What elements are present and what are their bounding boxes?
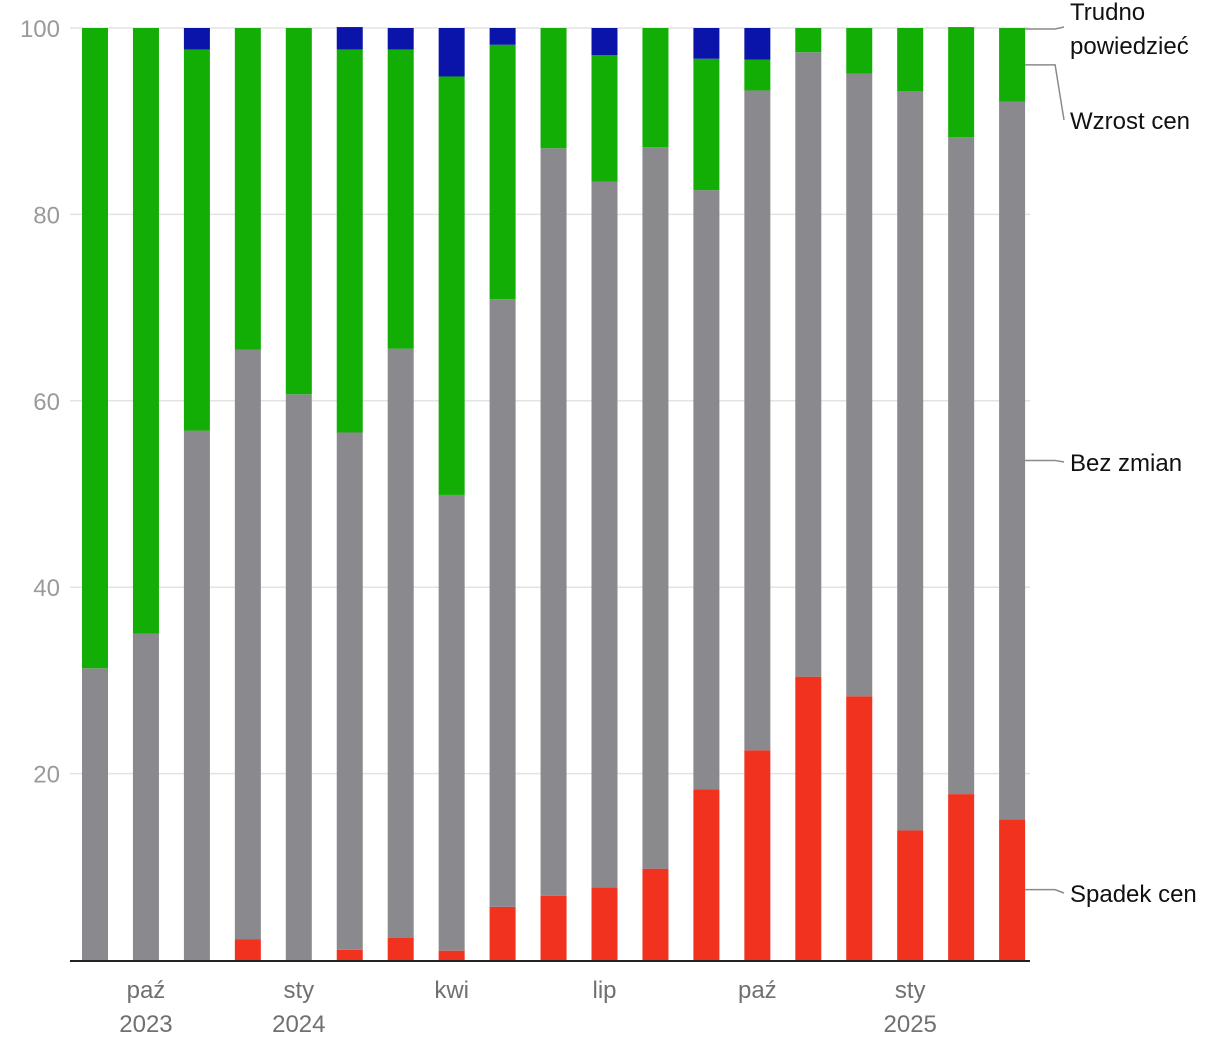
bar-segment-trudno-powiedzie <box>744 28 771 60</box>
bar-segment-trudno-powiedzie <box>387 28 414 50</box>
bar-segment-wzrost-cen <box>82 28 108 669</box>
bar-segment-wzrost-cen <box>234 28 261 350</box>
bar-segment-trudno-powiedzie <box>336 27 363 50</box>
legend-leader-line <box>1025 459 1065 463</box>
bar-segment-wzrost-cen <box>183 49 210 431</box>
x-axis-ticks: paź 2023 sty 2024 kwi lip paź sty 2025 <box>119 977 937 1038</box>
bar-segment-bez-zmian <box>234 349 261 940</box>
x-tick-label: sty <box>283 977 314 1004</box>
bar-segment-wzrost-cen <box>948 27 975 138</box>
bar-segment-bez-zmian <box>285 394 312 960</box>
bar-segment-spadek-cen <box>489 906 516 960</box>
y-tick-label: 100 <box>20 16 60 43</box>
legend-leader-line <box>1025 64 1065 121</box>
bar-segment-spadek-cen <box>846 696 873 960</box>
bar-segment-bez-zmian <box>82 668 108 960</box>
bar-segment-bez-zmian <box>489 299 516 907</box>
y-axis-ticks: 20 40 60 80 100 <box>20 16 60 789</box>
bar-segment-wzrost-cen <box>438 76 465 495</box>
bar-segment-bez-zmian <box>897 91 924 831</box>
bar-segment-wzrost-cen <box>999 28 1026 102</box>
bar-segment-bez-zmian <box>183 430 210 960</box>
bar-segment-spadek-cen <box>234 939 261 960</box>
bar-segment-bez-zmian <box>744 90 771 751</box>
y-tick-label: 60 <box>33 389 60 416</box>
bar-segment-wzrost-cen <box>285 28 312 395</box>
bar-segment-spadek-cen <box>387 937 414 960</box>
y-tick-label: 20 <box>33 762 60 789</box>
bar-segment-wzrost-cen <box>693 58 720 191</box>
y-tick-label: 80 <box>33 202 60 229</box>
bar-segment-trudno-powiedzie <box>591 28 618 56</box>
legend-label-trudno-powiedziec: Trudno <box>1070 0 1145 26</box>
y-tick-label: 40 <box>33 575 60 602</box>
bar-segment-wzrost-cen <box>744 59 771 91</box>
x-tick-label: paź <box>738 977 777 1004</box>
bar-segment-bez-zmian <box>387 348 414 938</box>
bar-segment-wzrost-cen <box>846 28 873 74</box>
bar-segment-wzrost-cen <box>540 28 567 149</box>
bar-segment-bez-zmian <box>948 137 975 795</box>
bar-segment-spadek-cen <box>438 950 465 960</box>
bar-segment-bez-zmian <box>336 432 363 950</box>
bar-segment-wzrost-cen <box>795 28 822 53</box>
bar-segment-spadek-cen <box>948 794 975 960</box>
x-tick-year-label: 2023 <box>119 1011 172 1038</box>
bars <box>82 27 1026 960</box>
legend: Spadek cen Bez zmian Wzrost cen Trudno powie… <box>1025 0 1197 908</box>
bar-segment-spadek-cen <box>642 868 669 960</box>
legend-leader-line <box>1025 888 1065 894</box>
x-tick-year-label: 2024 <box>272 1011 325 1038</box>
bar-segment-bez-zmian <box>693 190 720 790</box>
bar-segment-bez-zmian <box>795 52 822 677</box>
bar-segment-wzrost-cen <box>336 49 363 433</box>
bar-segment-spadek-cen <box>336 949 363 960</box>
bar-segment-trudno-powiedzie <box>693 28 720 59</box>
bar-segment-spadek-cen <box>744 750 771 960</box>
bar-segment-bez-zmian <box>132 633 159 960</box>
legend-label-trudno-powiedziec: powiedzieć <box>1070 33 1189 60</box>
legend-label-bez-zmian: Bez zmian <box>1070 450 1182 477</box>
bar-segment-wzrost-cen <box>489 44 516 300</box>
x-tick-year-label: 2025 <box>884 1011 937 1038</box>
x-tick-label: paź <box>127 977 166 1004</box>
x-tick-label: kwi <box>434 977 469 1004</box>
bar-segment-spadek-cen <box>897 830 924 960</box>
bar-segment-spadek-cen <box>540 895 567 960</box>
bar-segment-spadek-cen <box>693 789 720 960</box>
bar-segment-bez-zmian <box>642 147 669 869</box>
bar-segment-spadek-cen <box>591 887 618 960</box>
bar-segment-bez-zmian <box>846 73 873 697</box>
bar-segment-wzrost-cen <box>387 49 414 349</box>
legend-leader-line <box>1025 26 1065 30</box>
bar-segment-wzrost-cen <box>897 28 924 92</box>
bar-segment-spadek-cen <box>795 676 822 960</box>
bar-segment-trudno-powiedzie <box>489 28 516 45</box>
bar-segment-bez-zmian <box>999 101 1026 820</box>
bar-segment-wzrost-cen <box>132 28 159 634</box>
x-tick-label: lip <box>592 977 616 1004</box>
bar-segment-bez-zmian <box>591 181 618 888</box>
bar-segment-bez-zmian <box>438 494 465 951</box>
bar-segment-bez-zmian <box>540 148 567 896</box>
bar-segment-trudno-powiedzie <box>438 28 465 77</box>
bar-segment-spadek-cen <box>999 819 1026 960</box>
legend-label-spadek-cen: Spadek cen <box>1070 881 1197 908</box>
legend-label-wzrost-cen: Wzrost cen <box>1070 108 1190 135</box>
bar-segment-wzrost-cen <box>642 28 669 148</box>
x-tick-label: sty <box>895 977 926 1004</box>
bar-segment-wzrost-cen <box>591 55 618 182</box>
bar-segment-trudno-powiedzie <box>183 28 210 50</box>
